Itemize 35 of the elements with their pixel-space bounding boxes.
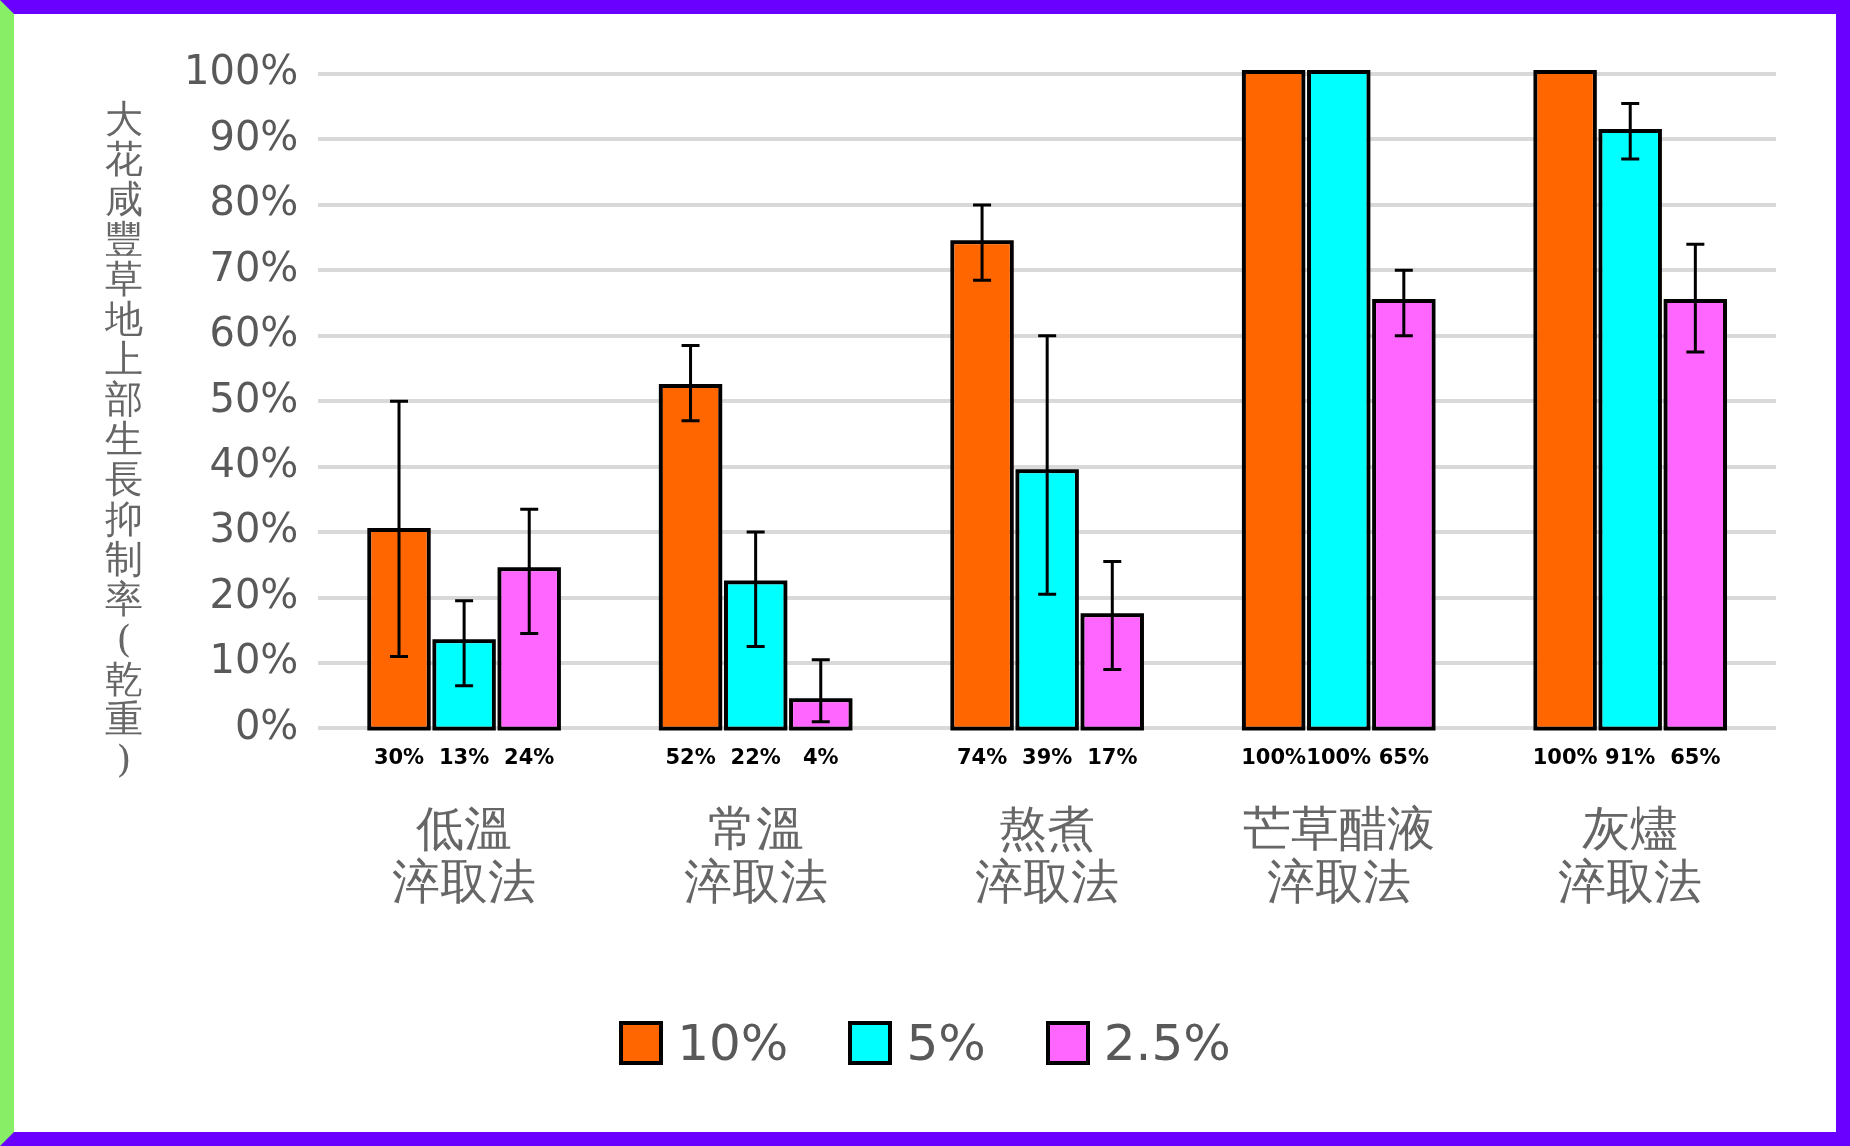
data-label: 30% bbox=[373, 744, 425, 769]
x-tick-label: 芒草醋液淬取法 bbox=[1242, 800, 1435, 910]
y-tick-label: 100% bbox=[184, 47, 299, 94]
y-tick-label: 80% bbox=[209, 178, 299, 225]
data-label: 65% bbox=[1378, 744, 1429, 769]
data-label: 91% bbox=[1605, 744, 1656, 769]
legend-label: 2.5% bbox=[1103, 1014, 1231, 1072]
data-label: 100% bbox=[1532, 744, 1598, 769]
data-label: 74% bbox=[956, 744, 1008, 769]
data-label: 100% bbox=[1306, 744, 1372, 769]
data-label: 4% bbox=[802, 744, 839, 769]
text: 大花咸豐草地上部生長抑制率(乾重) bbox=[104, 97, 143, 781]
data-label: 39% bbox=[1022, 744, 1073, 769]
x-tick-label: 常溫淬取法 bbox=[683, 800, 828, 910]
data-label: 65% bbox=[1670, 744, 1721, 769]
y-tick-label: 0% bbox=[234, 701, 299, 748]
y-tick-label: 10% bbox=[209, 636, 299, 683]
legend-label: 5% bbox=[906, 1014, 986, 1072]
y-tick-label: 70% bbox=[209, 243, 299, 290]
x-tick-label: 熬煮淬取法 bbox=[975, 800, 1120, 910]
data-label: 100% bbox=[1241, 744, 1307, 769]
y-tick-label: 90% bbox=[209, 112, 299, 159]
y-tick-label: 20% bbox=[209, 570, 299, 617]
legend-label: 10% bbox=[677, 1014, 789, 1072]
data-label: 24% bbox=[504, 744, 555, 769]
x-tick-label: 灰燼淬取法 bbox=[1558, 800, 1703, 910]
data-label: 13% bbox=[438, 744, 490, 769]
data-label: 52% bbox=[665, 744, 716, 769]
data-label: 17% bbox=[1087, 744, 1138, 769]
x-tick-label: 低溫淬取法 bbox=[392, 800, 537, 910]
y-tick-label: 60% bbox=[209, 309, 299, 356]
y-tick-label: 30% bbox=[209, 505, 299, 552]
data-label: 22% bbox=[730, 744, 781, 769]
y-tick-label: 50% bbox=[209, 374, 299, 421]
y-tick-label: 40% bbox=[209, 440, 299, 487]
